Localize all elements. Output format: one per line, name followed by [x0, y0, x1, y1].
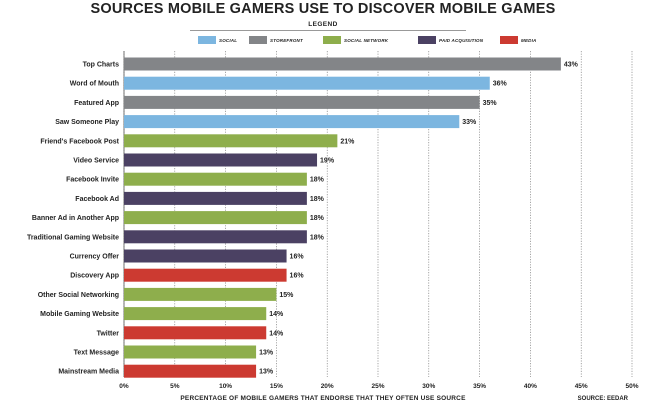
data-label: 18%	[310, 234, 325, 241]
x-tick-label: 45%	[575, 383, 588, 390]
x-axis-label: PERCENTAGE OF MOBILE GAMERS THAT ENDORSE…	[180, 395, 466, 402]
data-label: 14%	[269, 311, 284, 318]
bar	[124, 115, 460, 129]
bar	[124, 287, 277, 301]
bar	[124, 326, 267, 340]
bar	[124, 364, 257, 378]
data-label: 19%	[320, 158, 335, 165]
legend-swatch	[323, 36, 341, 44]
data-label: 18%	[310, 196, 325, 203]
category-label: Discovery App	[70, 273, 119, 280]
category-label: Video Service	[73, 158, 119, 165]
category-label: Friend's Facebook Post	[40, 138, 119, 145]
data-label: 13%	[259, 369, 274, 376]
category-label: Twitter	[97, 330, 120, 337]
bar	[124, 249, 287, 263]
legend-swatch	[249, 36, 267, 44]
bar	[124, 172, 307, 186]
x-tick-label: 15%	[270, 383, 283, 390]
data-label: 43%	[564, 62, 579, 69]
category-label: Banner Ad in Another App	[32, 215, 119, 222]
x-tick-label: 35%	[473, 383, 486, 390]
legend-swatch	[418, 36, 436, 44]
legend-item: STOREFRONT	[249, 35, 303, 45]
category-label: Traditional Gaming Website	[27, 234, 119, 241]
category-label: Featured App	[74, 100, 119, 107]
bar	[124, 230, 307, 244]
category-label: Text Message	[74, 350, 119, 357]
data-label: 13%	[259, 350, 274, 357]
legend-item: MEDIA	[500, 35, 537, 45]
bar	[124, 345, 257, 359]
legend-swatch	[500, 36, 518, 44]
bar	[124, 134, 338, 148]
bar	[124, 76, 490, 90]
chart-title: SOURCES MOBILE GAMERS USE TO DISCOVER MO…	[90, 1, 556, 17]
data-label: 16%	[290, 254, 305, 261]
legend-item: PAID ACQUISITION	[418, 35, 483, 45]
category-label: Currency Offer	[70, 254, 120, 261]
bar	[124, 95, 480, 109]
bar	[124, 191, 307, 205]
category-label: Facebook Ad	[75, 196, 119, 203]
category-label: Word of Mouth	[70, 81, 119, 88]
legend-title: LEGEND	[308, 21, 338, 28]
data-label: 18%	[310, 177, 325, 184]
data-label: 35%	[483, 100, 498, 107]
data-label: 15%	[279, 292, 294, 299]
x-tick-label: 20%	[321, 383, 334, 390]
legend-item: SOCIAL	[198, 35, 237, 45]
data-label: 36%	[493, 81, 508, 88]
bar	[124, 307, 267, 321]
data-label: 21%	[340, 138, 355, 145]
legend-swatch	[198, 36, 216, 44]
legend-label: MEDIA	[521, 37, 537, 43]
data-label: 33%	[462, 119, 477, 126]
category-label: Other Social Networking	[38, 292, 119, 299]
legend: SOCIAL STOREFRONT SOCIAL NETWORK PAID ACQUI…	[198, 35, 536, 45]
legend-divider	[190, 30, 466, 31]
category-label: Facebook Invite	[66, 177, 119, 184]
data-label: 18%	[310, 215, 325, 222]
x-tick-label: 50%	[625, 383, 638, 390]
x-tick-label: 10%	[219, 383, 232, 390]
legend-label: PAID ACQUISITION	[439, 37, 484, 43]
bar	[124, 153, 318, 167]
source-note: SOURCE: EEDAR	[577, 396, 628, 402]
x-tick-label: 30%	[422, 383, 435, 390]
category-label: Mobile Gaming Website	[40, 311, 119, 318]
bar-chart: 0% 5% 10% 15% 20% 25% 30% 35% 40% 45% 50% Top Chart…	[27, 51, 639, 390]
data-label: 16%	[290, 273, 305, 280]
category-label: Saw Someone Play	[55, 119, 119, 126]
legend-label: STOREFRONT	[270, 37, 303, 43]
bar	[124, 268, 287, 282]
category-label: Top Charts	[83, 62, 120, 69]
bar	[124, 57, 561, 71]
legend-item: SOCIAL NETWORK	[323, 35, 388, 45]
x-tick-label: 25%	[371, 383, 384, 390]
x-tick-label: 0%	[119, 383, 129, 390]
x-tick-label: 5%	[170, 383, 180, 390]
data-label: 14%	[269, 330, 284, 337]
category-label: Mainstream Media	[58, 369, 119, 376]
legend-label: SOCIAL	[219, 37, 238, 43]
legend-label: SOCIAL NETWORK	[344, 37, 389, 43]
x-tick-label: 40%	[524, 383, 537, 390]
bar	[124, 211, 307, 225]
